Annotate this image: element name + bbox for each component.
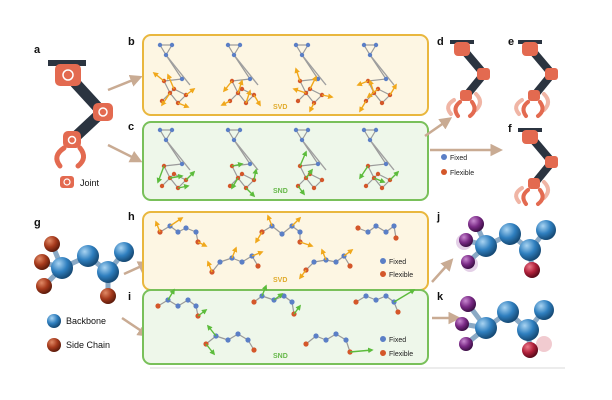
svd-robot-figure-1 <box>152 42 196 109</box>
legend-fixed-h: Fixed <box>389 259 406 266</box>
flow-arrow-i-j <box>431 258 454 283</box>
flow-arrow-c-d <box>424 117 453 138</box>
svd-molecule-4 <box>298 248 354 280</box>
flow-arrow-a-b <box>107 74 143 92</box>
snd-robot-figures <box>156 127 400 198</box>
flow-arrow-a-c <box>107 143 143 163</box>
snd-molecule-3 <box>251 284 302 317</box>
svd-robot-figure-2 <box>220 42 261 107</box>
joint-label: Joint <box>80 178 100 188</box>
molecule-k <box>455 296 554 358</box>
side-chain-label: Side Chain <box>66 340 110 350</box>
panel-label-h: h <box>128 211 135 223</box>
panel-label-b: b <box>128 36 135 48</box>
svd-robot-figures <box>152 42 397 113</box>
panel-label-g: g <box>34 217 41 229</box>
legend-fixed-c: Fixed <box>450 155 467 162</box>
fixed-flexible-legend-c: Fixed Flexible <box>441 154 474 177</box>
panel-label-j: j <box>436 211 440 223</box>
svd-molecule-5 <box>355 223 399 241</box>
snd-molecule-5 <box>353 289 416 315</box>
fixed-flexible-legend-i: Fixed Flexible <box>380 336 413 358</box>
svd-tag-b: SVD <box>273 104 287 111</box>
snd-molecule-4 <box>303 331 374 355</box>
snd-tag-c: SND <box>273 188 288 195</box>
legend-flexible-c: Flexible <box>450 170 474 177</box>
snd-robot-figure-2 <box>225 127 259 198</box>
robot-arm-a <box>48 60 113 169</box>
panel-label-a: a <box>34 44 41 56</box>
backbone-label: Backbone <box>66 316 106 326</box>
svd-robot-figure-4 <box>356 42 397 113</box>
svd-molecule-1 <box>154 217 208 247</box>
molecule-j <box>456 216 556 278</box>
panel-label-k: k <box>437 291 444 303</box>
robot-arm-f <box>514 128 558 206</box>
molecule-g <box>34 236 134 304</box>
svd-molecule-figures <box>154 214 399 280</box>
legend-flexible-h: Flexible <box>389 272 413 279</box>
snd-box-i <box>142 289 429 365</box>
svd-molecule-3 <box>255 214 314 248</box>
svd-molecule-2 <box>206 246 264 275</box>
svd-box-b <box>142 34 429 116</box>
svd-robot-figure-3 <box>292 42 334 113</box>
svd-tag-h: SVD <box>273 277 287 284</box>
panel-label-c: c <box>128 121 134 133</box>
legend-flexible-i: Flexible <box>389 351 413 358</box>
panel-label-i: i <box>128 291 131 303</box>
snd-molecule-2 <box>203 324 257 356</box>
legend-fixed-i: Fixed <box>389 337 406 344</box>
robot-arm-e <box>514 40 558 118</box>
snd-tag-i: SND <box>273 353 288 360</box>
snd-robot-figure-1 <box>156 127 196 191</box>
joint-legend: Joint <box>60 176 100 188</box>
panel-label-e: e <box>508 36 514 48</box>
snd-robot-figure-4 <box>359 127 400 191</box>
snd-robot-figure-3 <box>293 127 327 196</box>
snd-molecule-1 <box>155 288 208 319</box>
snd-box-c <box>142 121 429 201</box>
robot-arm-d <box>446 40 490 118</box>
panel-label-f: f <box>508 123 512 135</box>
snd-molecule-figures <box>155 284 416 356</box>
fixed-flexible-legend-h: Fixed Flexible <box>380 258 413 279</box>
molecule-legend: Backbone Side Chain <box>47 314 110 352</box>
panel-label-d: d <box>437 36 444 48</box>
